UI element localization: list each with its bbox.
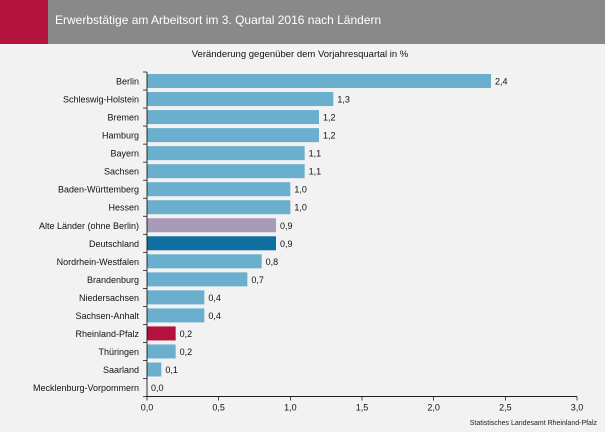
chart-title: Veränderung gegenüber dem Vorjahresquart…: [192, 49, 409, 60]
x-tick-label: 0,5: [212, 403, 225, 413]
value-label: 0,4: [208, 311, 221, 321]
x-tick-label: 2,5: [499, 403, 512, 413]
bar: [147, 182, 291, 197]
source-note: Statistisches Landesamt Rheinland-Pfalz: [469, 420, 597, 427]
bar: [147, 110, 319, 125]
x-tick-label: 1,0: [284, 403, 297, 413]
category-label: Berlin: [116, 77, 139, 87]
category-label: Sachsen: [104, 167, 139, 177]
x-tick-label: 1,5: [356, 403, 369, 413]
value-label: 1,2: [323, 113, 336, 123]
bar: [147, 254, 262, 269]
category-label: Thüringen: [98, 347, 139, 357]
value-label: 2,4: [495, 77, 508, 87]
bar: [147, 326, 176, 341]
category-label: Mecklenburg-Vorpommern: [33, 383, 139, 393]
value-label: 0,7: [251, 275, 264, 285]
bar: [147, 236, 276, 251]
bar: [147, 308, 205, 323]
value-label: 0,2: [180, 347, 193, 357]
value-label: 0,9: [280, 239, 293, 249]
category-label: Nordrhein-Westfalen: [57, 257, 139, 267]
bar: [147, 272, 248, 287]
bar: [147, 218, 276, 233]
value-label: 1,2: [323, 131, 336, 141]
x-tick-label: 2,0: [427, 403, 440, 413]
value-label: 0,2: [180, 329, 193, 339]
category-label: Baden-Württemberg: [58, 185, 139, 195]
value-label: 1,3: [337, 95, 350, 105]
value-label: 0,4: [208, 293, 221, 303]
bar: [147, 146, 305, 161]
value-label: 1,1: [309, 149, 322, 159]
value-label: 0,0: [151, 383, 164, 393]
chart-page-title: Erwerbstätige am Arbeitsort im 3. Quarta…: [55, 13, 382, 27]
x-tick-label: 3,0: [571, 403, 584, 413]
value-label: 0,9: [280, 221, 293, 231]
category-label: Alte Länder (ohne Berlin): [39, 221, 139, 231]
value-label: 1,0: [294, 203, 307, 213]
category-label: Rheinland-Pfalz: [75, 329, 139, 339]
value-label: 1,1: [309, 167, 322, 177]
category-label: Hamburg: [102, 131, 139, 141]
category-label: Brandenburg: [87, 275, 139, 285]
category-label: Bayern: [110, 149, 139, 159]
category-label: Deutschland: [89, 239, 139, 249]
bar: [147, 164, 305, 179]
bar: [147, 290, 205, 305]
category-label: Sachsen-Anhalt: [75, 311, 139, 321]
category-label: Saarland: [103, 365, 139, 375]
x-tick-label: 0,0: [141, 403, 154, 413]
bar: [147, 200, 291, 215]
category-label: Bremen: [107, 113, 139, 123]
header-accent: [0, 0, 48, 44]
bar: [147, 362, 162, 377]
bar: [147, 344, 176, 359]
bar: [147, 92, 334, 107]
bar-chart: Veränderung gegenüber dem Vorjahresquart…: [33, 49, 584, 413]
value-label: 0,1: [165, 365, 178, 375]
category-label: Schleswig-Holstein: [63, 95, 139, 105]
bar: [147, 74, 491, 89]
category-label: Hessen: [108, 203, 139, 213]
category-label: Niedersachsen: [79, 293, 139, 303]
value-label: 1,0: [294, 185, 307, 195]
bar: [147, 128, 319, 143]
value-label: 0,8: [266, 257, 279, 267]
header-bar: Erwerbstätige am Arbeitsort im 3. Quarta…: [0, 0, 605, 44]
